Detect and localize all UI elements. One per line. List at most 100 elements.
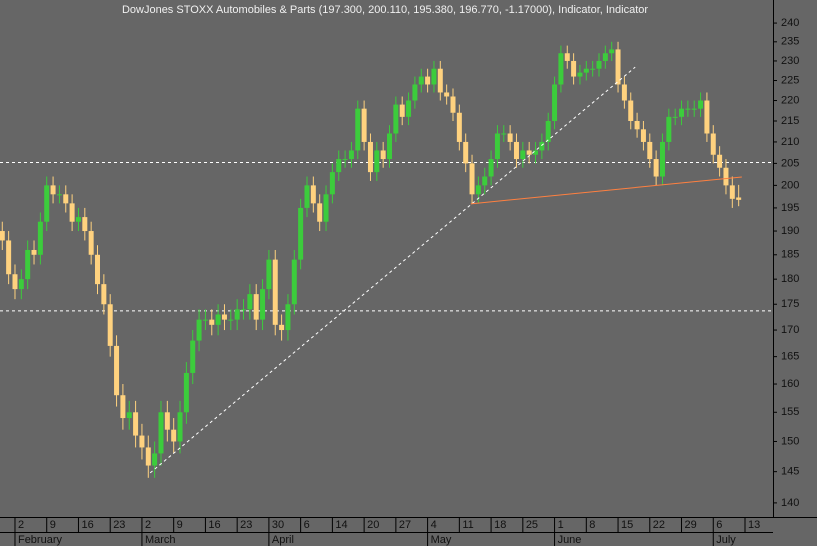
candle-body [367,141,373,173]
candle-body [241,309,247,311]
candle-body [672,116,678,118]
candle-body [196,319,202,341]
candle-body [418,76,424,85]
candle-body [75,217,81,222]
candle-body [577,72,583,77]
y-tick-label: 170 [781,324,799,336]
candle-body [63,194,69,204]
candle-body [44,185,50,222]
candle-body [82,217,88,232]
candle-body [221,314,227,320]
candle-body [691,108,697,110]
candle-body [590,68,596,70]
x-tick-label: 27 [399,519,411,531]
candle-body [272,259,278,325]
candle-body [412,84,418,101]
y-tick-label: 190 [781,225,799,237]
candle-body [298,207,304,260]
candle-body [126,412,132,419]
candle-body [190,340,196,373]
candle-body [558,53,564,85]
y-tick-label: 180 [781,273,799,285]
candle-body [387,133,393,160]
candle-body [659,141,665,177]
candle-body [545,120,551,142]
y-tick-label: 185 [781,249,799,261]
candle-body [228,319,234,321]
x-tick-label: 20 [367,519,379,531]
candle-body [640,129,646,142]
candle-body [0,231,5,241]
x-tick-label: 2 [18,519,24,531]
y-tick-label: 165 [781,351,799,363]
candle-body [164,412,170,430]
candle-body [679,108,685,117]
candle-body [310,185,316,204]
candle-body [736,197,742,200]
candle-body [18,279,24,290]
candle-body [247,294,253,310]
candle-body [260,289,266,320]
candle-body [393,104,399,134]
x-tick-label: 23 [113,519,125,531]
month-label: July [716,534,736,546]
y-tick-label: 235 [781,36,799,48]
candle-body [374,150,380,173]
candle-body [583,68,589,73]
trend-line [470,176,742,205]
x-tick-label: 11 [462,519,473,531]
candle-body [95,254,101,285]
candle-body [437,68,443,93]
y-tick-label: 155 [781,406,799,418]
candle-body [336,159,342,173]
y-tick-label: 175 [781,298,799,310]
x-tick-label: 1 [558,519,564,531]
candle-body [285,304,291,331]
candle-body [710,133,716,155]
candle-body [355,108,361,151]
candle-body [634,120,640,130]
candle-body [145,447,151,466]
candle-body [361,108,367,142]
candle-body [37,221,43,255]
candle-body [56,194,62,196]
candle-body [723,167,729,186]
candle-body [329,172,335,195]
x-tick-label: 16 [81,519,93,531]
candle-body [6,240,12,275]
x-tick-label: 6 [304,519,310,531]
candle-body [552,84,558,121]
candle-body [539,141,545,151]
candle-body [666,116,672,142]
candle-body [488,159,494,177]
candle-body [215,314,221,325]
candle-body [158,412,164,454]
candle-body [425,76,431,85]
x-tick-label: 23 [240,519,252,531]
candle-body [704,100,710,134]
candle-body [533,150,539,155]
candle-body [266,259,272,290]
candle-body [475,185,481,195]
candle-body [628,100,634,121]
x-tick-label: 13 [748,519,760,531]
y-tick-label: 160 [781,378,799,390]
candle-body [469,163,475,195]
candle-body [482,176,488,186]
x-tick-label: 30 [272,519,284,531]
candle-body [520,150,526,160]
candle-body [450,96,456,113]
candle-body [120,395,126,419]
candle-body [431,68,437,85]
y-tick-label: 145 [781,466,799,478]
candle-body [348,150,354,160]
candle-body [317,203,323,222]
candle-body [685,108,691,110]
candle-body [653,159,659,177]
candle-body [202,319,208,321]
candle-body [234,309,240,320]
candle-body [304,185,310,208]
candle-body [323,194,329,222]
